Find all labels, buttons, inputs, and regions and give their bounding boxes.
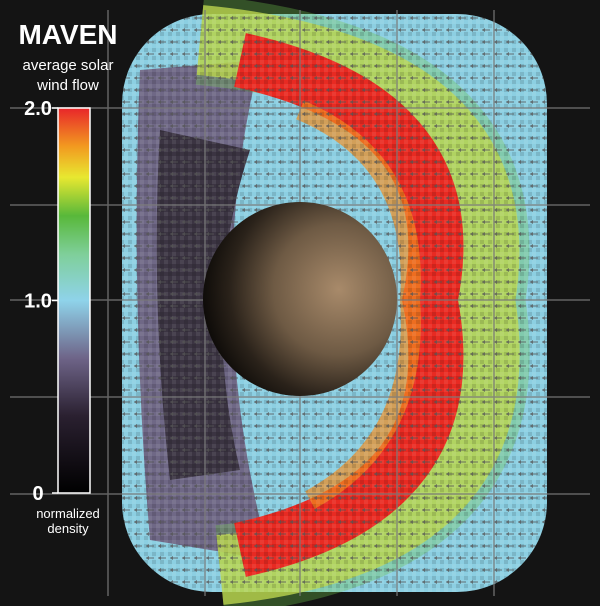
title: MAVEN: [18, 19, 117, 50]
colorbar-tick-label: 1.0: [24, 291, 52, 313]
subtitle-line: wind flow: [36, 77, 99, 94]
colorbar: [57, 107, 91, 494]
colorbar-label: normalized: [36, 506, 100, 521]
colorbar-tick-label: 0: [32, 483, 43, 505]
moon: [203, 202, 397, 396]
colorbar-tick-label: 2.0: [24, 98, 52, 120]
colorbar-label: density: [47, 521, 89, 536]
subtitle-line: average solar: [23, 57, 114, 74]
